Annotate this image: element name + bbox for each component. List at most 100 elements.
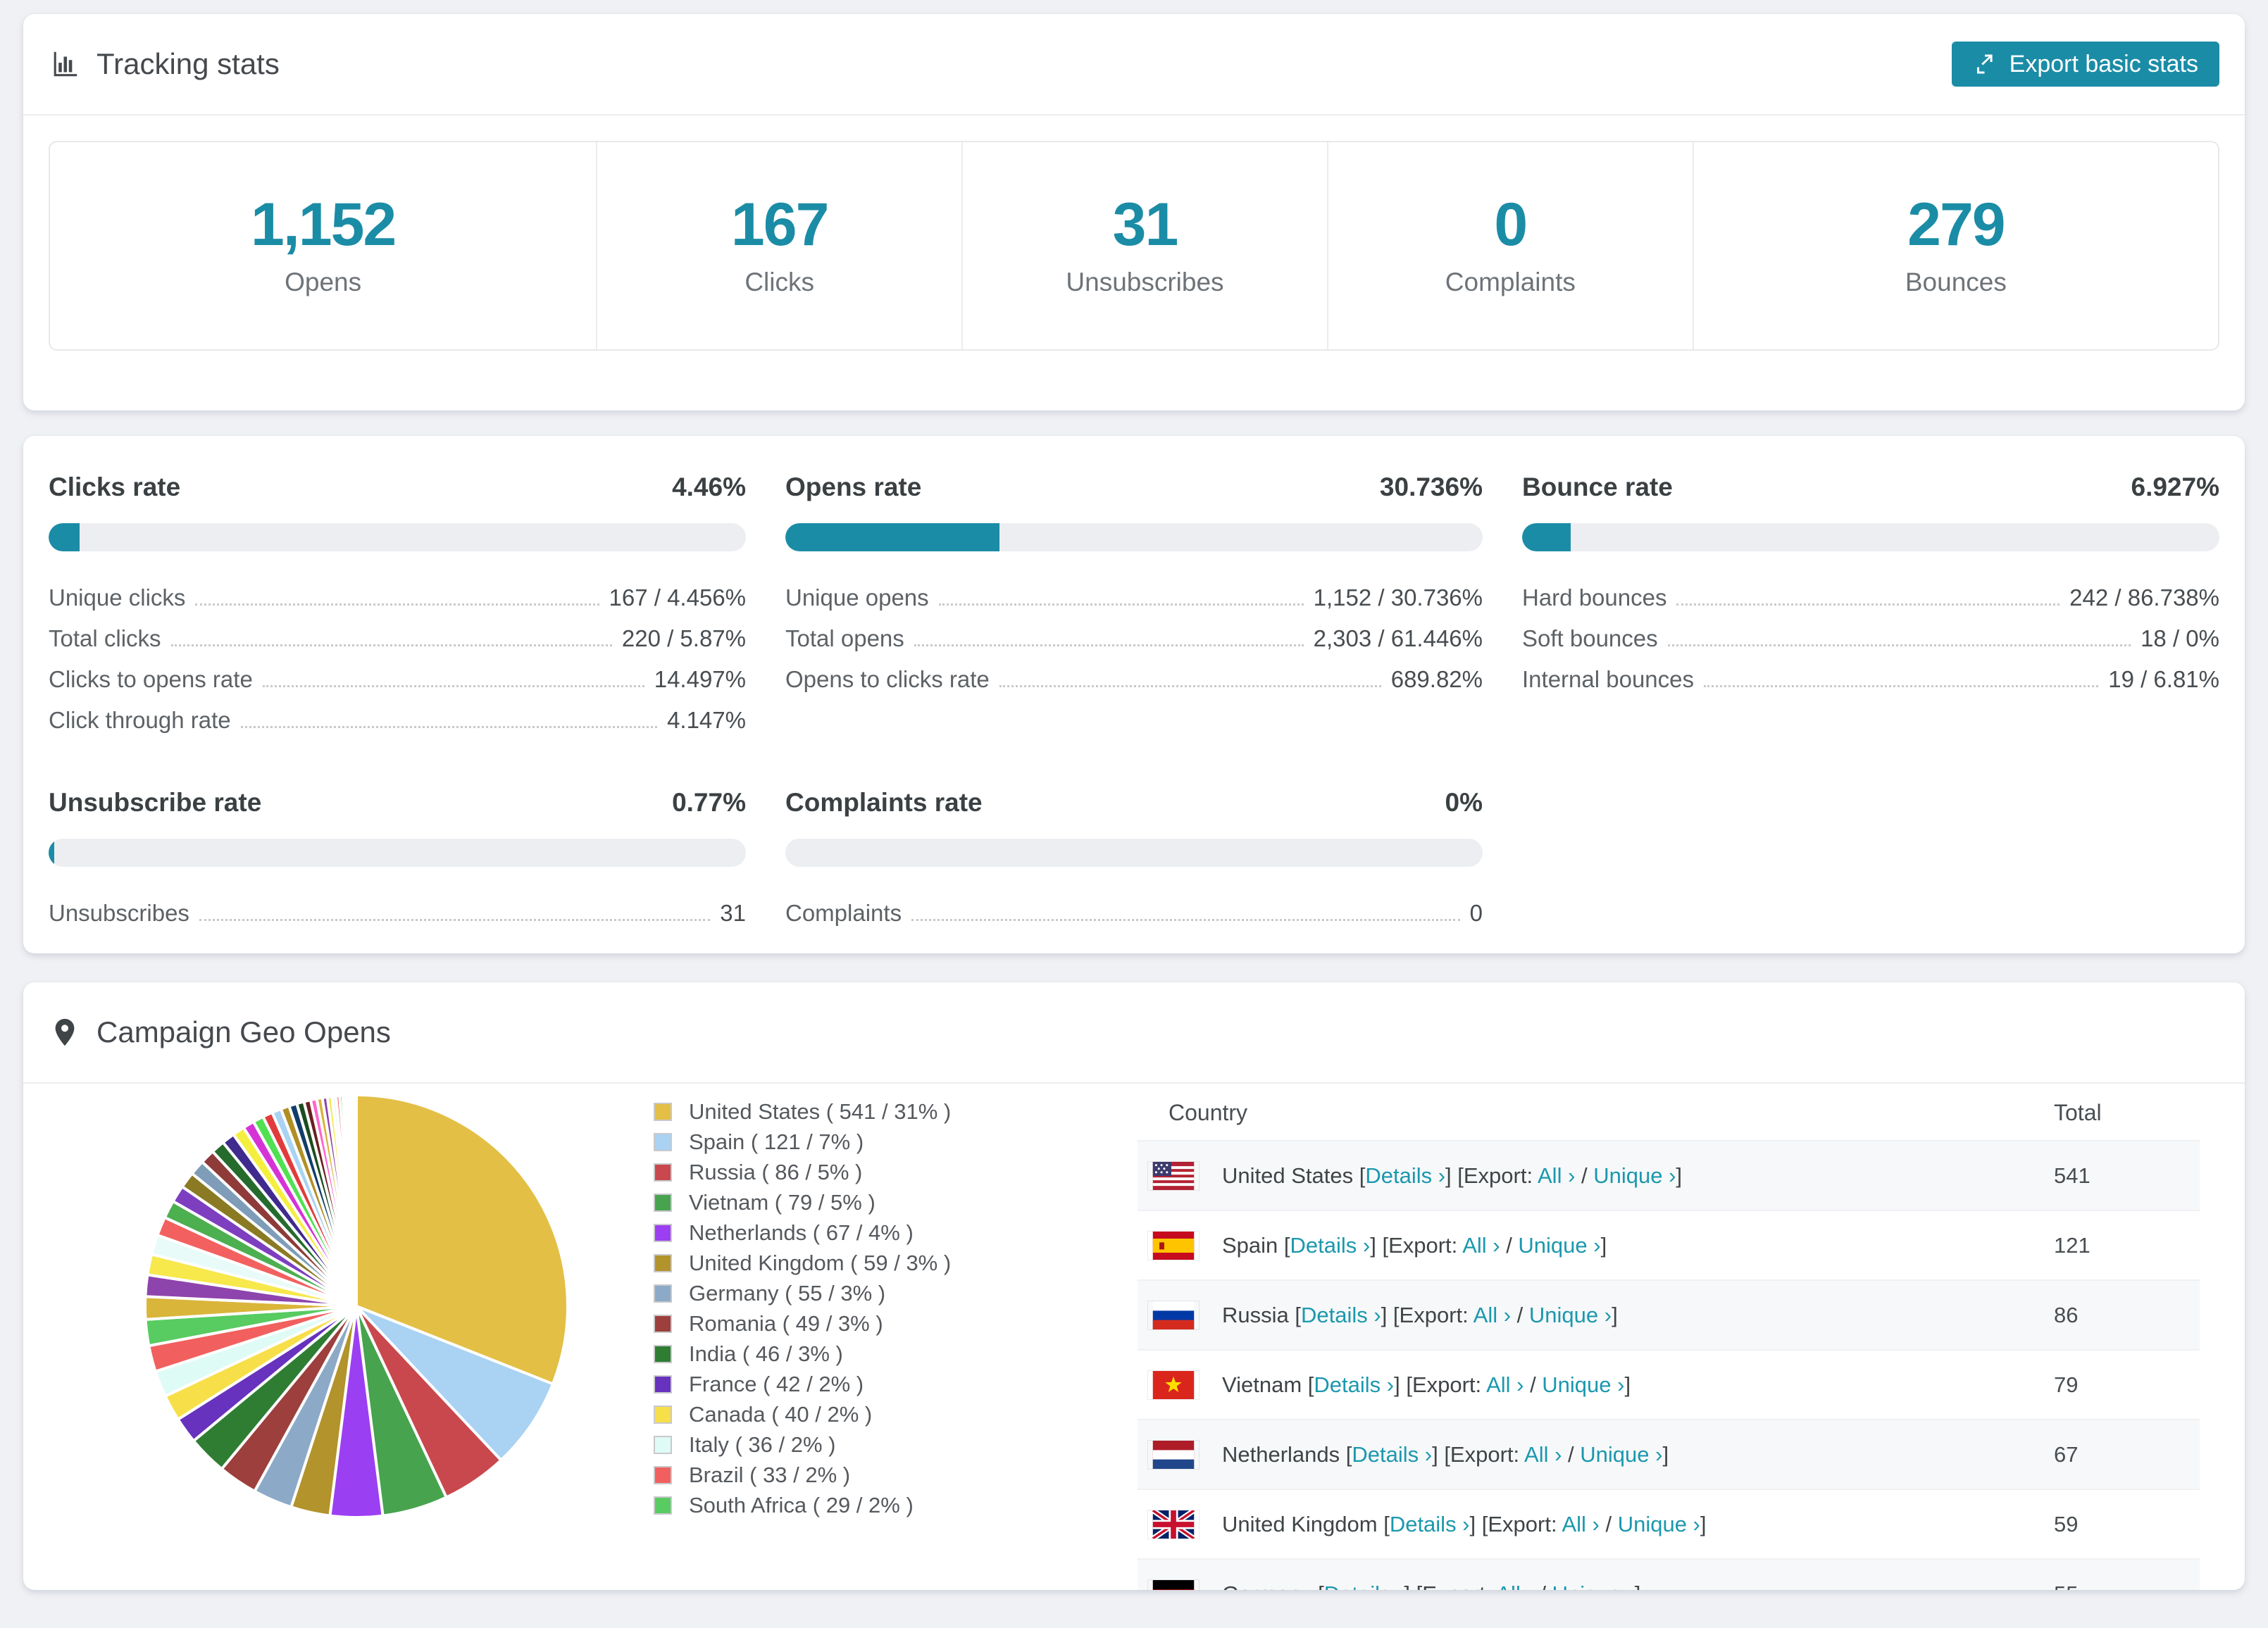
- rate-percentage: 4.46%: [672, 472, 746, 502]
- export-unique-link[interactable]: Unique ›: [1542, 1372, 1624, 1397]
- progress-bar-fill: [785, 523, 999, 551]
- bar-chart-icon: [49, 48, 81, 80]
- export-all-link[interactable]: All ›: [1473, 1303, 1511, 1327]
- legend-item: Brazil ( 33 / 2% ): [654, 1460, 951, 1490]
- rate-title: Clicks rate: [49, 472, 180, 502]
- export-unique-link[interactable]: Unique ›: [1518, 1233, 1600, 1258]
- legend-swatch: [654, 1345, 672, 1363]
- export-unique-link[interactable]: Unique ›: [1529, 1303, 1612, 1327]
- dotted-leader: [1676, 603, 2060, 606]
- legend-swatch: [654, 1254, 672, 1272]
- dotted-leader: [241, 726, 657, 728]
- details-link[interactable]: Details ›: [1301, 1303, 1381, 1327]
- dotted-leader: [263, 685, 644, 687]
- rate-detail-row: Clicks to opens rate 14.497%: [49, 651, 746, 692]
- rate-detail-label: Unique clicks: [49, 586, 185, 610]
- rate-detail-value: 19 / 6.81%: [2108, 668, 2219, 692]
- rate-percentage: 0%: [1445, 788, 1483, 818]
- rate-detail-label: Clicks to opens rate: [49, 668, 253, 692]
- geo-table-row-es: Spain [Details ›] [Export: All › / Uniqu…: [1138, 1210, 2200, 1279]
- export-unique-link[interactable]: Unique ›: [1580, 1442, 1662, 1467]
- country-name: Spain: [1222, 1233, 1278, 1258]
- progress-bar-fill: [49, 523, 80, 551]
- geo-table-row-nl: Netherlands [Details ›] [Export: All › /…: [1138, 1419, 2200, 1489]
- export-all-link[interactable]: All ›: [1538, 1163, 1575, 1188]
- rate-detail-label: Internal bounces: [1522, 668, 1694, 692]
- country-name: United Kingdom: [1222, 1512, 1378, 1536]
- export-all-link[interactable]: All ›: [1496, 1582, 1533, 1591]
- geo-body: United States ( 541 / 31% )Spain ( 121 /…: [23, 1085, 2245, 1590]
- geo-table-row-ru: Russia [Details ›] [Export: All › / Uniq…: [1138, 1279, 2200, 1349]
- rate-title: Unsubscribe rate: [49, 788, 261, 818]
- rate-detail-value: 14.497%: [654, 668, 746, 692]
- details-link[interactable]: Details ›: [1290, 1233, 1371, 1258]
- legend-label: Romania ( 49 / 3% ): [689, 1311, 883, 1336]
- export-icon: [1973, 51, 1998, 77]
- details-link[interactable]: Details ›: [1324, 1582, 1404, 1591]
- legend-label: France ( 42 / 2% ): [689, 1372, 864, 1397]
- summary-label: Opens: [285, 268, 361, 297]
- legend-swatch: [654, 1496, 672, 1515]
- details-link[interactable]: Details ›: [1314, 1372, 1394, 1397]
- legend-swatch: [654, 1466, 672, 1484]
- details-link[interactable]: Details ›: [1365, 1163, 1445, 1188]
- rate-detail-label: Opens to clicks rate: [785, 668, 990, 692]
- legend-label: Brazil ( 33 / 2% ): [689, 1463, 850, 1488]
- us-flag-icon: [1148, 1162, 1199, 1190]
- legend-label: Netherlands ( 67 / 4% ): [689, 1220, 914, 1246]
- dotted-leader: [939, 603, 1304, 606]
- summary-label: Unsubscribes: [1066, 268, 1223, 297]
- export-all-link[interactable]: All ›: [1486, 1372, 1524, 1397]
- legend-item: France ( 42 / 2% ): [654, 1369, 951, 1399]
- rate-detail-row: Internal bounces 19 / 6.81%: [1522, 651, 2219, 692]
- geo-table-row-us: United States [Details ›] [Export: All ›…: [1138, 1140, 2200, 1210]
- country-cell-text: United Kingdom [Details ›] [Export: All …: [1222, 1512, 1707, 1537]
- page-title: Tracking stats: [96, 47, 280, 81]
- progress-bar-track: [49, 839, 746, 867]
- rate-title: Opens rate: [785, 472, 921, 502]
- vn-flag-icon: [1148, 1371, 1199, 1399]
- tracking-stats-header: Tracking stats Export basic stats: [23, 14, 2245, 115]
- rate-detail-value: 31: [720, 901, 746, 926]
- legend-label: United States ( 541 / 31% ): [689, 1099, 951, 1125]
- rate-detail-value: 220 / 5.87%: [622, 627, 746, 651]
- rate-percentage: 0.77%: [672, 788, 746, 818]
- country-cell-text: Netherlands [Details ›] [Export: All › /…: [1222, 1442, 1669, 1467]
- geo-table-row-vn: Vietnam [Details ›] [Export: All › / Uni…: [1138, 1349, 2200, 1419]
- rate-detail-value: 2,303 / 61.446%: [1314, 627, 1483, 651]
- es-flag-icon: [1148, 1232, 1199, 1260]
- export-unique-link[interactable]: Unique ›: [1618, 1512, 1700, 1536]
- export-basic-stats-button[interactable]: Export basic stats: [1952, 42, 2219, 87]
- summary-value: 31: [1113, 194, 1178, 255]
- country-cell-text: Germany [Details ›] [Export: All › / Uni…: [1222, 1582, 1640, 1591]
- legend-item: Spain ( 121 / 7% ): [654, 1127, 951, 1157]
- export-unique-link[interactable]: Unique ›: [1552, 1582, 1635, 1591]
- summary-label: Clicks: [744, 268, 814, 297]
- country-cell-text: United States [Details ›] [Export: All ›…: [1222, 1163, 1682, 1189]
- country-name: Netherlands: [1222, 1442, 1340, 1467]
- export-all-link[interactable]: All ›: [1462, 1233, 1500, 1258]
- legend-label: South Africa ( 29 / 2% ): [689, 1493, 914, 1518]
- legend-label: Vietnam ( 79 / 5% ): [689, 1190, 876, 1215]
- export-all-link[interactable]: All ›: [1562, 1512, 1599, 1536]
- details-link[interactable]: Details ›: [1390, 1512, 1470, 1536]
- details-link[interactable]: Details ›: [1352, 1442, 1432, 1467]
- legend-item: Netherlands ( 67 / 4% ): [654, 1217, 951, 1248]
- rate-title: Complaints rate: [785, 788, 983, 818]
- dotted-leader: [999, 685, 1381, 687]
- progress-bar-track: [785, 523, 1483, 551]
- export-unique-link[interactable]: Unique ›: [1593, 1163, 1676, 1188]
- export-all-link[interactable]: All ›: [1524, 1442, 1562, 1467]
- country-total: 541: [2054, 1163, 2091, 1189]
- ru-flag-icon: [1148, 1301, 1199, 1329]
- country-name: Germany: [1222, 1582, 1311, 1591]
- legend-swatch: [654, 1405, 672, 1424]
- geo-title: Campaign Geo Opens: [96, 1015, 391, 1049]
- legend-label: India ( 46 / 3% ): [689, 1341, 843, 1367]
- dotted-leader: [911, 919, 1460, 921]
